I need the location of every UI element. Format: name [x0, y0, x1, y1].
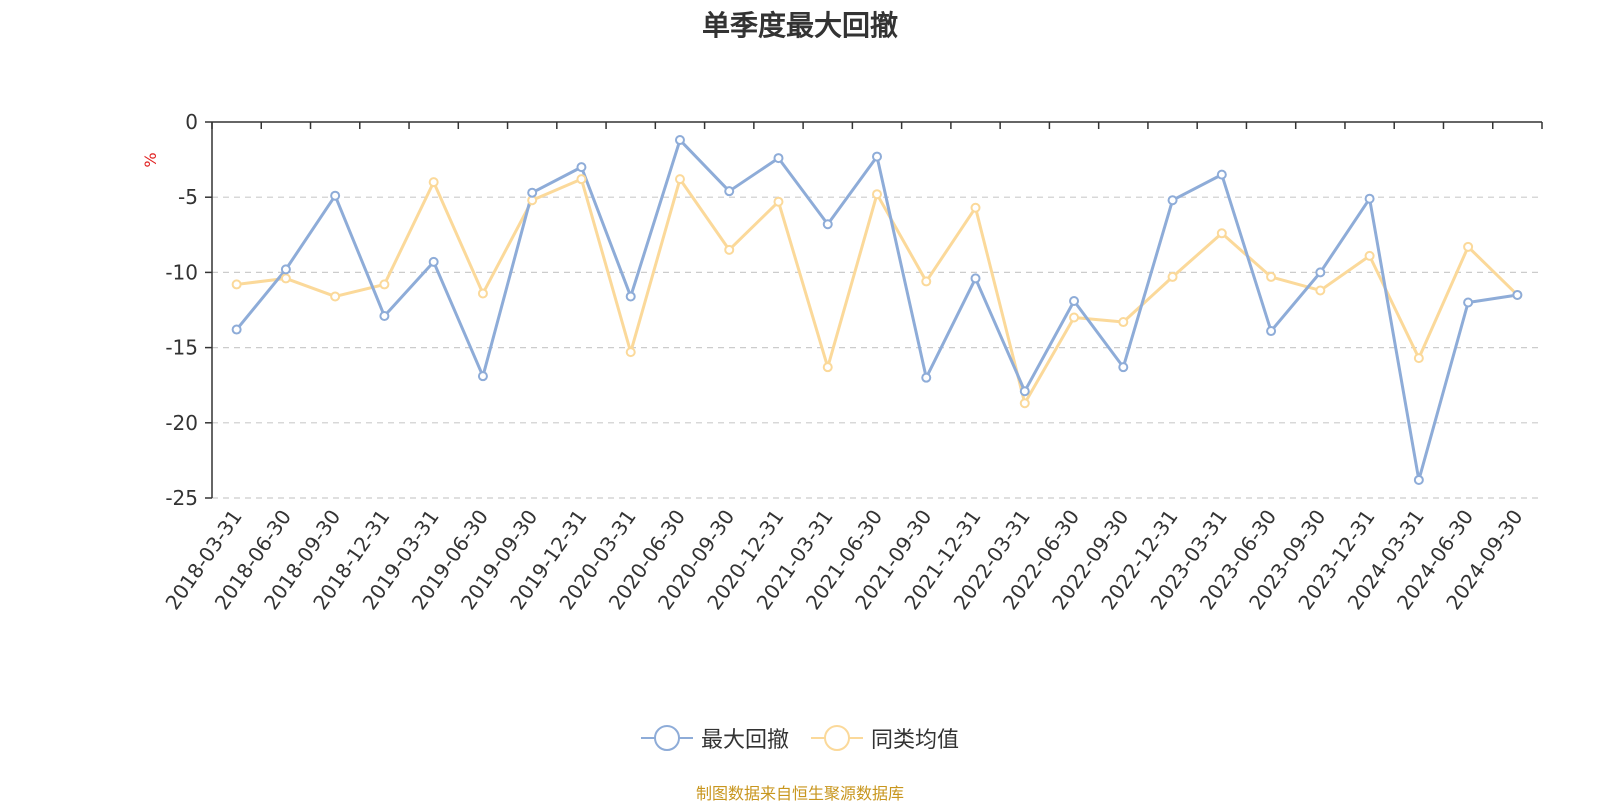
data-point-drawdown[interactable]	[280, 264, 291, 275]
legend-swatch-drawdown-icon	[640, 725, 693, 751]
data-point-drawdown[interactable]	[921, 372, 932, 383]
data-point-peer-average[interactable]	[379, 279, 390, 290]
y-tick-label: -25	[165, 486, 198, 510]
data-point-peer-average[interactable]	[625, 347, 636, 358]
data-point-drawdown[interactable]	[330, 190, 341, 201]
y-axis-label: %	[141, 152, 160, 167]
data-point-peer-average[interactable]	[822, 362, 833, 373]
data-point-peer-average[interactable]	[280, 273, 291, 284]
data-point-drawdown[interactable]	[428, 256, 439, 267]
data-point-peer-average[interactable]	[1315, 285, 1326, 296]
data-point-drawdown[interactable]	[1019, 386, 1030, 397]
y-tick-label: -20	[165, 411, 198, 435]
data-point-drawdown[interactable]	[724, 186, 735, 197]
legend-swatch-peer-average-icon	[811, 725, 863, 751]
data-point-peer-average[interactable]	[1216, 228, 1227, 239]
data-point-drawdown[interactable]	[1315, 267, 1326, 278]
y-tick-label: 0	[185, 110, 198, 134]
data-point-drawdown[interactable]	[576, 162, 587, 173]
data-point-drawdown[interactable]	[527, 187, 538, 198]
chart-legend: 最大回撤 同类均值	[0, 722, 1600, 754]
data-point-peer-average[interactable]	[231, 279, 242, 290]
data-point-peer-average[interactable]	[330, 291, 341, 302]
data-point-drawdown[interactable]	[1266, 326, 1277, 337]
data-point-peer-average[interactable]	[576, 174, 587, 185]
data-point-drawdown[interactable]	[379, 311, 390, 322]
data-point-peer-average[interactable]	[1364, 250, 1375, 261]
grid-layer	[212, 196, 1542, 499]
y-tick-label: -15	[165, 336, 198, 360]
chart-title: 单季度最大回撤	[701, 9, 898, 42]
data-point-drawdown[interactable]	[1512, 289, 1523, 300]
data-point-peer-average[interactable]	[724, 244, 735, 255]
data-point-peer-average[interactable]	[1019, 398, 1030, 409]
series-layer	[231, 135, 1523, 485]
y-tick-label: -10	[165, 260, 198, 284]
data-point-drawdown[interactable]	[1463, 297, 1474, 308]
data-point-drawdown[interactable]	[1167, 195, 1178, 206]
legend-item-drawdown[interactable]: 最大回撤	[640, 722, 789, 754]
data-point-peer-average[interactable]	[428, 177, 439, 188]
data-point-drawdown[interactable]	[231, 324, 242, 335]
data-point-drawdown[interactable]	[1118, 362, 1129, 373]
data-point-peer-average[interactable]	[872, 189, 882, 200]
data-point-drawdown[interactable]	[1364, 193, 1375, 204]
data-point-peer-average[interactable]	[1167, 271, 1178, 282]
data-point-peer-average[interactable]	[1118, 317, 1129, 328]
data-point-drawdown[interactable]	[970, 273, 981, 284]
data-point-peer-average[interactable]	[1463, 241, 1474, 252]
data-point-peer-average[interactable]	[477, 288, 488, 299]
data-point-peer-average[interactable]	[1266, 271, 1277, 282]
source-note: 制图数据来自恒生聚源数据库	[695, 784, 904, 803]
data-point-drawdown[interactable]	[822, 219, 833, 230]
data-point-peer-average[interactable]	[921, 276, 932, 287]
legend-item-peer-average[interactable]: 同类均值	[811, 722, 959, 754]
data-point-drawdown[interactable]	[1216, 169, 1227, 180]
axis-layer: 0-5-10-15-20-252018-03-312018-06-302018-…	[160, 110, 1543, 614]
data-point-drawdown[interactable]	[1413, 474, 1424, 485]
data-point-drawdown[interactable]	[674, 135, 685, 146]
data-point-drawdown[interactable]	[625, 291, 636, 302]
legend-label-peer-average: 同类均值	[871, 728, 960, 753]
data-point-drawdown[interactable]	[1069, 295, 1080, 306]
y-tick-label: -5	[178, 185, 198, 209]
legend-label-drawdown: 最大回撤	[700, 728, 789, 753]
data-point-peer-average[interactable]	[1413, 353, 1424, 364]
data-point-peer-average[interactable]	[1069, 312, 1080, 323]
data-point-peer-average[interactable]	[674, 174, 685, 185]
data-point-peer-average[interactable]	[773, 196, 784, 207]
data-point-drawdown[interactable]	[872, 151, 882, 162]
data-point-drawdown[interactable]	[773, 153, 784, 164]
data-point-peer-average[interactable]	[970, 202, 981, 213]
data-point-drawdown[interactable]	[477, 371, 488, 382]
